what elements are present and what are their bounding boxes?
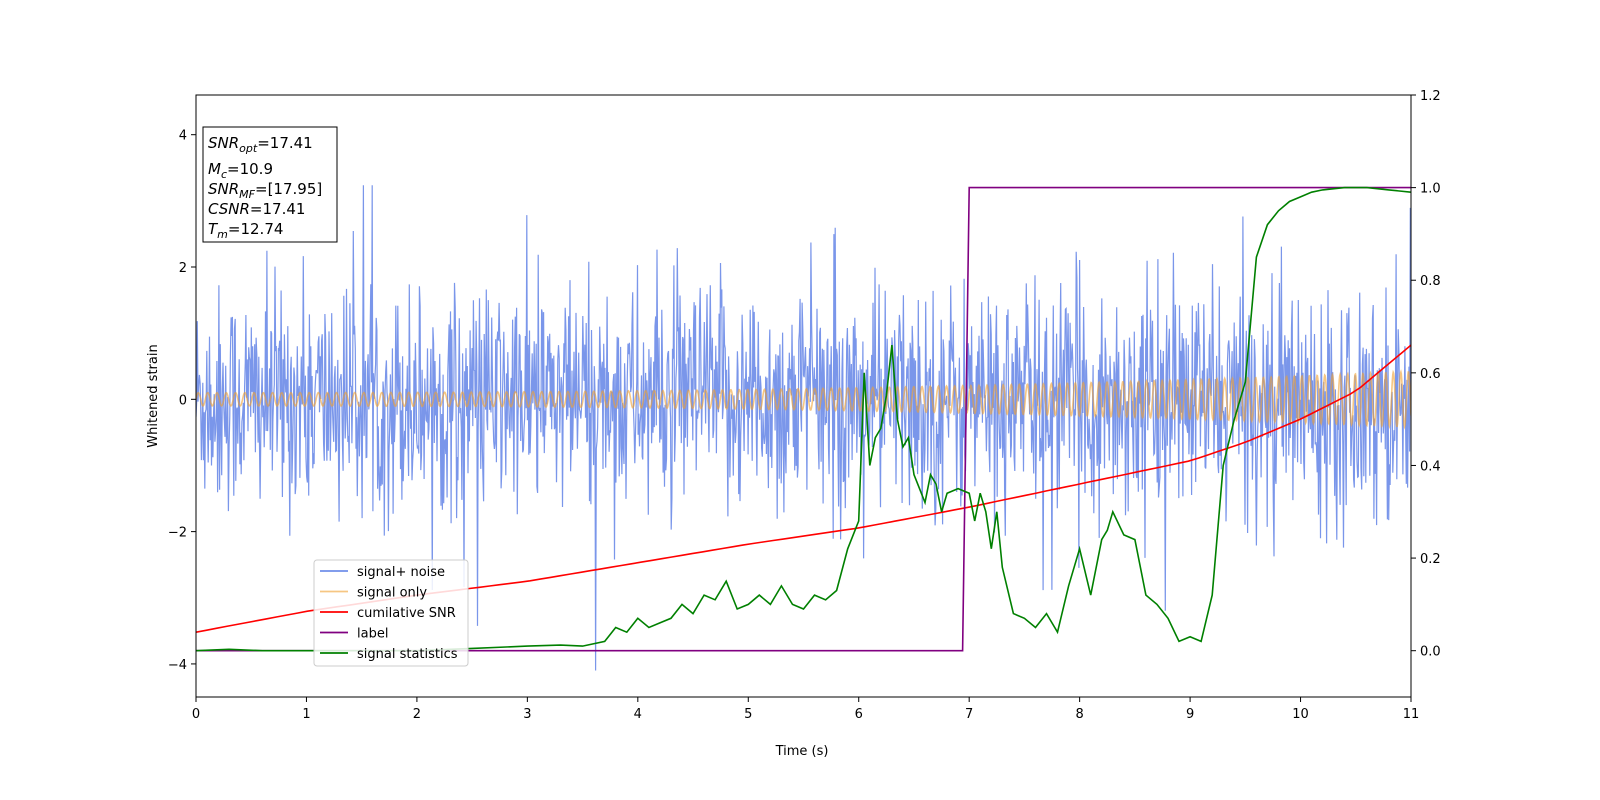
stats-annotation-box: SNRopt=17.41 Mc=10.9 SNRMF=[17.95] CSNR=… (202, 126, 338, 243)
legend-label: signal+ noise (357, 565, 445, 580)
plot-frame (195, 94, 1412, 698)
y-right-tick-label: 0.0 (1420, 645, 1441, 660)
x-tick-label: 2 (413, 707, 421, 722)
x-tick-label: 9 (1186, 707, 1194, 722)
y-left-tick-label: 4 (179, 129, 187, 144)
x-tick-label: 0 (192, 707, 200, 722)
stats-snr-mf: SNRMF=[17.95] (208, 180, 322, 201)
series-line-4 (196, 186, 1411, 652)
series-line-3 (196, 186, 1411, 652)
axes: 0 1 2 3 4 5 6 7 8 9 10 11 4 2 0 −2 −4 1.2 1.0 0.8 0.6 0.4 0.2 0… (168, 89, 1441, 722)
legend: signal+ noise signal only cumilative SNR la… (313, 559, 469, 667)
stats-tm: Tm=12.74 (208, 220, 283, 241)
y-right-tick-label: 0.8 (1420, 274, 1441, 289)
legend-label: signal only (357, 586, 427, 601)
x-tick-label: 8 (1075, 707, 1083, 722)
stats-box-frame (202, 126, 338, 243)
x-tick-label: 7 (965, 707, 973, 722)
y-left-tick-label: 0 (179, 393, 187, 408)
y-right-tick-label: 1.0 (1420, 182, 1441, 197)
x-tick-label: 4 (634, 707, 642, 722)
y-right-tick-label: 0.2 (1420, 552, 1441, 567)
y-axis-label-left: Whitened strain (146, 344, 161, 447)
stats-mc: Mc=10.9 (208, 160, 273, 181)
series-line-1 (196, 369, 1411, 430)
stats-snr-opt: SNRopt=17.41 (208, 134, 313, 155)
y-right-tick-label: 0.6 (1420, 367, 1441, 382)
y-right-tick-label: 0.4 (1420, 459, 1441, 474)
x-tick-label: 10 (1292, 707, 1309, 722)
y-left-tick-label: −4 (168, 658, 187, 673)
y-right-tick-label: 1.2 (1420, 89, 1441, 104)
legend-label: signal statistics (357, 647, 458, 662)
stats-csnr: CSNR=17.41 (208, 200, 305, 218)
x-tick-label: 3 (523, 707, 531, 722)
x-tick-label: 11 (1403, 707, 1420, 722)
legend-frame (313, 559, 469, 667)
x-tick-label: 6 (855, 707, 863, 722)
y-left-tick-label: −2 (168, 526, 187, 541)
x-tick-label: 1 (302, 707, 310, 722)
x-tick-label: 5 (744, 707, 752, 722)
legend-label: label (357, 627, 388, 642)
series-line-0 (196, 185, 1411, 671)
legend-label: cumilative SNR (357, 606, 456, 621)
x-axis-label: Time (s) (775, 744, 829, 759)
y-left-tick-label: 2 (179, 261, 187, 276)
